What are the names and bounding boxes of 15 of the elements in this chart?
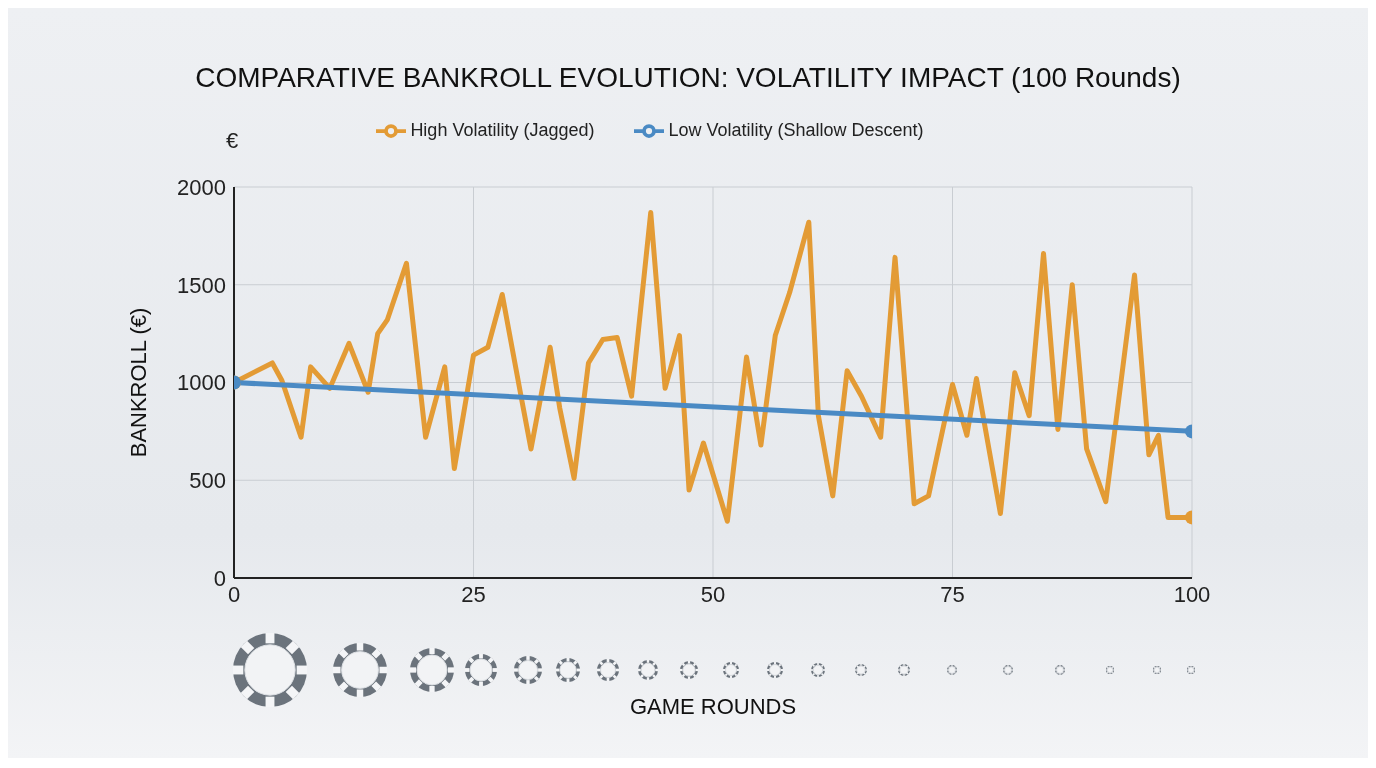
y-tick-label: 1500 [177,272,226,298]
x-tick-label: 75 [940,581,965,607]
x-tick-label: 50 [700,581,726,607]
text: € [226,128,239,154]
y-tick-label: 0 [213,565,226,591]
legend-label: High Volatility (Jagged) [410,119,595,140]
chart-title: COMPARATIVE BANKROLL EVOLUTION: VOLATILITY IMPACT (100 Rounds) [194,62,1182,94]
legend-label: Low Volatility (Shallow Descent) [668,119,924,140]
x-tick-label: 100 [1173,581,1211,607]
x-tick-label: 25 [461,581,486,607]
y-tick-label: 2000 [177,174,226,200]
y-axis-title: BANKROLL (€) [125,307,151,458]
y-tick-label: 1000 [177,370,226,396]
x-axis-title: GAME ROUNDS [629,694,797,719]
y-tick-label: 500 [189,468,226,494]
